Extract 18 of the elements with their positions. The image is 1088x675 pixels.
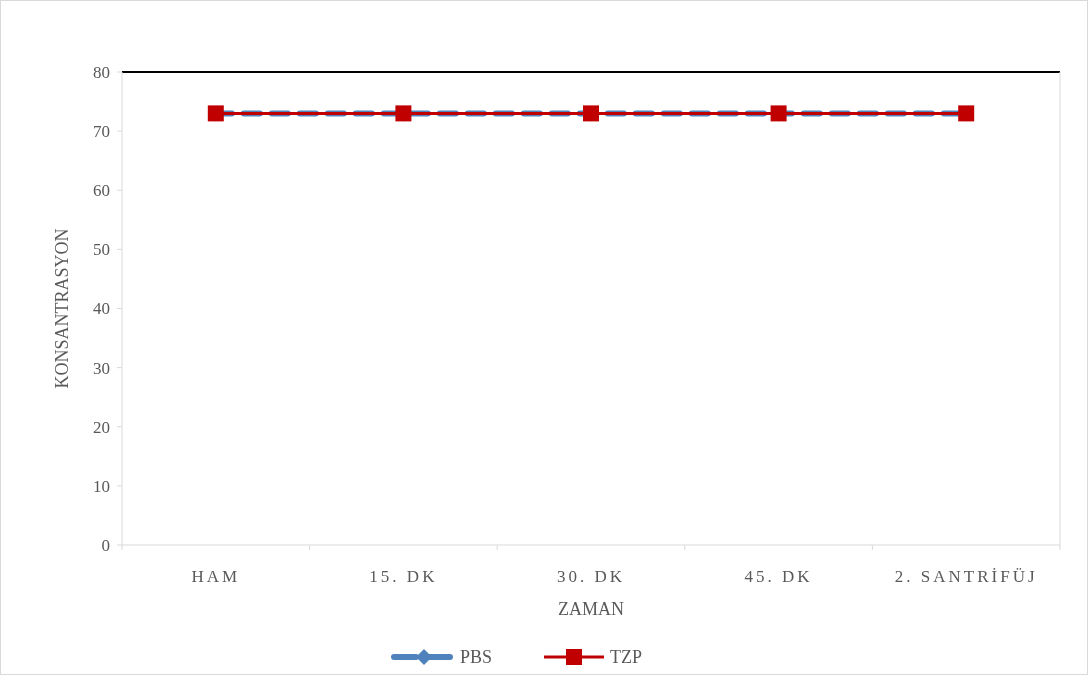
x-tick-label: 15. DK — [369, 567, 438, 586]
y-tick-label: 20 — [93, 417, 110, 437]
x-tick-label: 45. DK — [744, 567, 813, 586]
y-tick-label: 10 — [93, 476, 110, 496]
legend-label: TZP — [610, 647, 643, 668]
x-tick-label: 2. SANTRİFÜJ — [894, 567, 1038, 586]
y-tick-label: 60 — [93, 181, 110, 201]
x-tick-label: HAM — [191, 567, 241, 586]
y-axis-title: KONSANTRASYON — [52, 228, 72, 389]
y-tick-label: 50 — [93, 240, 110, 260]
y-tick-label: 40 — [93, 299, 110, 319]
y-tick-label: 70 — [93, 122, 110, 142]
y-tick-label: 30 — [93, 358, 110, 378]
legend-label: PBS — [460, 647, 493, 668]
y-tick-label: 0 — [101, 535, 110, 555]
y-tick-label: 80 — [93, 62, 110, 82]
x-tick-label: 30. DK — [556, 567, 626, 586]
x-axis-title: ZAMAN — [558, 599, 624, 619]
